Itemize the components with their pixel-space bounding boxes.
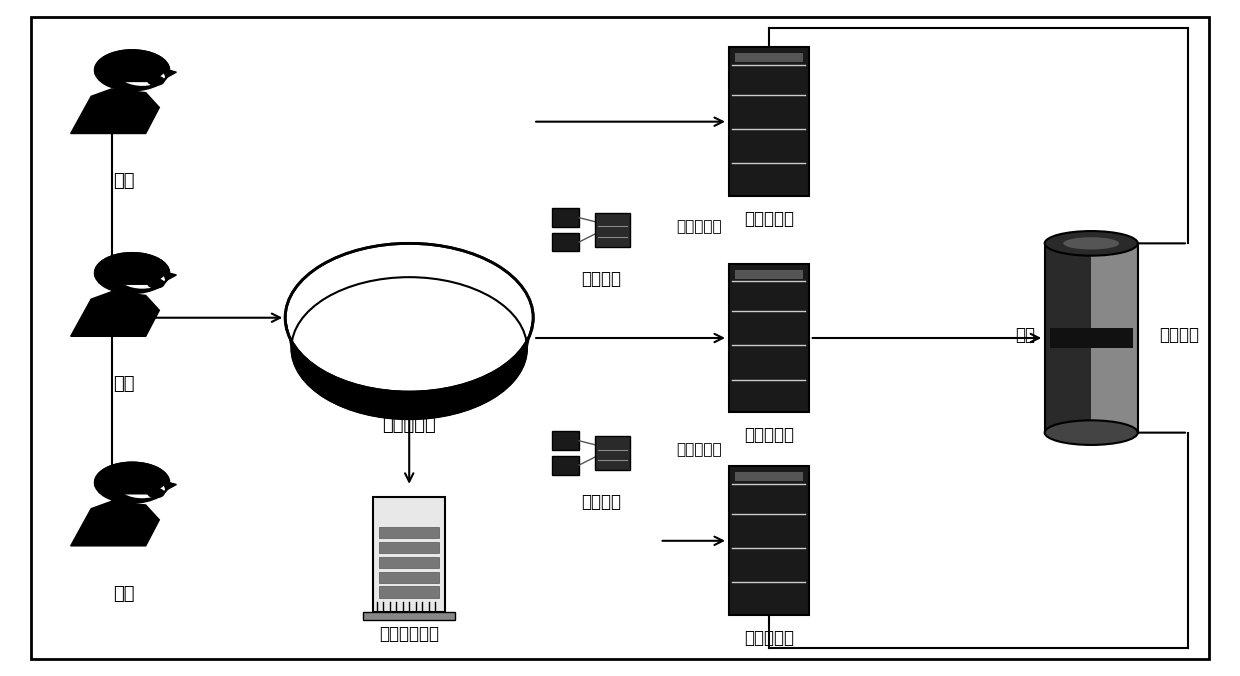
Text: 工作流引擎: 工作流引擎 bbox=[744, 629, 794, 647]
Circle shape bbox=[118, 59, 166, 85]
Text: 工作流引擎: 工作流引擎 bbox=[744, 426, 794, 444]
Text: 元数据管理器: 元数据管理器 bbox=[379, 625, 439, 644]
Circle shape bbox=[94, 462, 170, 503]
Bar bbox=[552, 208, 579, 227]
Bar bbox=[595, 436, 630, 470]
Bar bbox=[1049, 328, 1133, 348]
Bar bbox=[734, 53, 804, 62]
Bar bbox=[373, 497, 445, 612]
Ellipse shape bbox=[285, 243, 533, 392]
Circle shape bbox=[118, 472, 166, 498]
Text: 日志: 日志 bbox=[1016, 326, 1035, 343]
Polygon shape bbox=[94, 50, 170, 82]
Polygon shape bbox=[71, 502, 159, 546]
Text: 流程实例: 流程实例 bbox=[582, 493, 621, 512]
Bar bbox=[729, 47, 808, 196]
Polygon shape bbox=[162, 68, 176, 78]
Bar bbox=[1044, 243, 1091, 433]
Polygon shape bbox=[71, 89, 159, 134]
Circle shape bbox=[94, 50, 170, 91]
Ellipse shape bbox=[1044, 420, 1138, 445]
Circle shape bbox=[148, 489, 164, 498]
Bar bbox=[379, 527, 439, 538]
Circle shape bbox=[94, 253, 170, 293]
Bar bbox=[379, 556, 439, 568]
Text: 工作流引擎: 工作流引擎 bbox=[744, 210, 794, 228]
Text: 流程实例: 流程实例 bbox=[582, 270, 621, 289]
Bar bbox=[363, 612, 455, 620]
Bar bbox=[552, 431, 579, 450]
Text: 负载均衡器: 负载均衡器 bbox=[382, 416, 436, 434]
Text: 工作流引擎: 工作流引擎 bbox=[676, 219, 722, 234]
Polygon shape bbox=[71, 292, 159, 336]
Bar bbox=[379, 572, 439, 583]
Polygon shape bbox=[94, 253, 170, 284]
Polygon shape bbox=[162, 271, 176, 281]
Text: 租户: 租户 bbox=[113, 585, 135, 603]
Bar bbox=[552, 456, 579, 475]
Ellipse shape bbox=[1044, 231, 1138, 256]
Bar bbox=[729, 264, 808, 412]
Text: 工作流引擎: 工作流引擎 bbox=[676, 442, 722, 457]
Bar bbox=[729, 466, 808, 615]
Polygon shape bbox=[94, 462, 170, 493]
Bar bbox=[1091, 243, 1138, 433]
Bar bbox=[552, 233, 579, 251]
Polygon shape bbox=[285, 318, 533, 419]
Bar bbox=[379, 587, 439, 598]
Circle shape bbox=[118, 262, 166, 288]
Polygon shape bbox=[162, 481, 176, 490]
Text: 租户: 租户 bbox=[113, 375, 135, 393]
Bar bbox=[595, 213, 630, 247]
Circle shape bbox=[148, 76, 164, 85]
Text: 租户: 租户 bbox=[113, 172, 135, 191]
Bar bbox=[379, 541, 439, 553]
Text: 志服务器: 志服务器 bbox=[1159, 326, 1199, 343]
Circle shape bbox=[148, 279, 164, 288]
Bar bbox=[1044, 243, 1138, 433]
Bar bbox=[734, 473, 804, 481]
Bar bbox=[734, 270, 804, 279]
Ellipse shape bbox=[1063, 237, 1120, 249]
